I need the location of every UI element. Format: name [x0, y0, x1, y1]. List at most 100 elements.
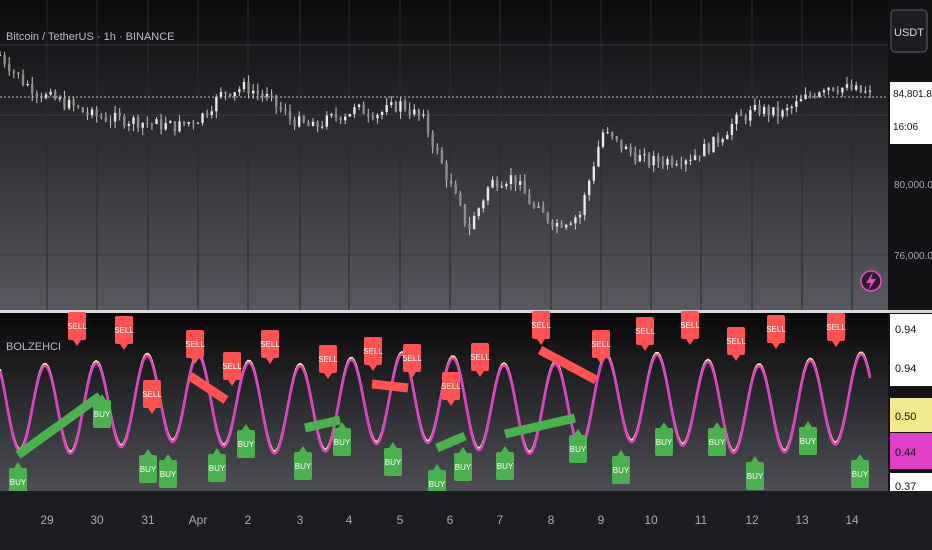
indicator-yellow-value: 0.50	[895, 411, 916, 423]
candle-body	[509, 175, 513, 184]
candle-body	[445, 163, 448, 181]
time-axis-label: 13	[795, 513, 809, 527]
time-axis-label: 11	[695, 513, 708, 527]
candle-body	[403, 101, 407, 110]
time-axis-label: 3	[297, 513, 304, 527]
candle-body	[279, 106, 282, 110]
candle-body	[532, 204, 536, 207]
time-axis-labels: 29 30 31 Apr 2 3 4 5 6 7 8 9 10 11 12 13 14	[40, 513, 859, 527]
candle-body	[606, 132, 609, 134]
candle-body	[159, 119, 163, 130]
candle-body	[35, 93, 39, 96]
buy-signal-label: BUY	[800, 437, 817, 446]
buy-signal-tag: BUY	[333, 422, 351, 456]
candle-body	[767, 106, 770, 116]
time-axis-label: 7	[497, 513, 504, 527]
candle-body	[827, 87, 830, 91]
buy-signal-tag: BUY	[208, 448, 226, 482]
candle-body	[228, 93, 232, 97]
candle-body	[721, 139, 724, 143]
sell-trend-segment	[371, 379, 409, 393]
candle-body	[537, 206, 540, 208]
candle-body	[592, 166, 596, 181]
candle-body	[726, 134, 729, 140]
lightning-icon[interactable]	[860, 270, 882, 292]
candle-body	[449, 180, 453, 184]
buy-signal-tag: BUY	[496, 446, 514, 480]
sell-signal-label: SELL	[222, 362, 242, 371]
sell-signal-tag: SELL	[766, 315, 786, 349]
buy-signal-label: BUY	[570, 445, 587, 454]
candle-body	[293, 119, 296, 127]
candle-body	[735, 114, 738, 125]
time-axis-label: 29	[40, 513, 54, 527]
currency-button[interactable]: USDT	[890, 9, 928, 53]
candle-body	[528, 193, 531, 205]
buy-signal-tag: BUY	[799, 421, 817, 455]
candle-body	[785, 108, 789, 111]
candle-body	[611, 132, 614, 137]
candle-body	[491, 179, 494, 188]
time-axis-label: 6	[447, 513, 454, 527]
price-pane[interactable]	[0, 0, 888, 310]
candle-body	[749, 110, 752, 121]
candle-body	[463, 204, 467, 225]
sell-signal-tag: SELL	[470, 343, 490, 377]
candle-body	[44, 94, 48, 99]
candle-body	[859, 85, 862, 93]
candle-body	[454, 183, 457, 194]
candle-body	[325, 115, 329, 127]
candle-body	[753, 105, 757, 111]
candle-body	[440, 150, 444, 164]
sell-signal-tag: SELL	[591, 330, 611, 364]
candle-body	[385, 104, 388, 113]
candle-body	[514, 175, 517, 185]
candle-body	[371, 116, 375, 119]
candle-body	[380, 112, 384, 115]
sell-signal-tag: SELL	[185, 330, 205, 364]
buy-signal-label: BUY	[160, 470, 177, 479]
candle-body	[201, 113, 204, 123]
candle-body	[113, 112, 117, 122]
candle-body	[730, 124, 734, 135]
candle-body	[523, 181, 526, 194]
candle-body	[210, 111, 213, 116]
candle-body	[408, 109, 411, 115]
buy-signal-tag: BUY	[612, 450, 630, 484]
candle-body	[670, 158, 674, 165]
time-axis-label: 14	[845, 513, 859, 527]
sell-signal-tag: SELL	[826, 313, 846, 347]
pane-separator[interactable]	[0, 310, 932, 313]
candle-body	[205, 113, 209, 116]
candle-body	[790, 106, 793, 109]
candle-body	[123, 116, 126, 127]
sell-signal-label: SELL	[470, 353, 490, 362]
buy-trend-segment	[15, 392, 103, 459]
sell-signal-tag: SELL	[441, 372, 461, 406]
buy-signal-label: BUY	[238, 440, 255, 449]
price-candles	[0, 50, 872, 236]
last-price-value: 84,801.88	[893, 89, 932, 100]
time-axis[interactable]	[0, 491, 932, 550]
candle-body	[0, 55, 2, 57]
candle-body	[367, 114, 370, 117]
buy-trend-segment	[303, 415, 342, 433]
candle-body	[109, 121, 112, 123]
candle-body	[298, 116, 301, 127]
candle-body	[413, 109, 416, 115]
sell-signal-label: SELL	[260, 340, 280, 349]
time-axis-label: 5	[397, 513, 404, 527]
candle-body	[67, 99, 71, 109]
candle-body	[560, 222, 563, 228]
time-axis-label: Apr	[189, 513, 208, 527]
candle-body	[238, 89, 241, 93]
sell-signal-label: SELL	[67, 322, 87, 331]
candle-body	[799, 98, 803, 102]
sell-signal-tag: SELL	[222, 352, 242, 386]
candle-body	[330, 114, 333, 116]
candle-body	[21, 74, 25, 86]
buy-signal-tag: BUY	[159, 454, 177, 488]
candle-body	[638, 155, 642, 162]
candle-body	[495, 179, 499, 188]
